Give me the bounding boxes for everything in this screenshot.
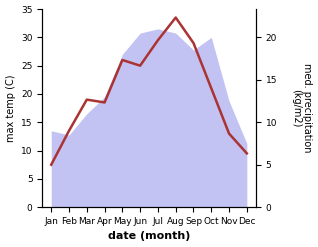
Y-axis label: med. precipitation
(kg/m2): med. precipitation (kg/m2) xyxy=(291,63,313,153)
Y-axis label: max temp (C): max temp (C) xyxy=(5,74,16,142)
X-axis label: date (month): date (month) xyxy=(108,231,190,242)
